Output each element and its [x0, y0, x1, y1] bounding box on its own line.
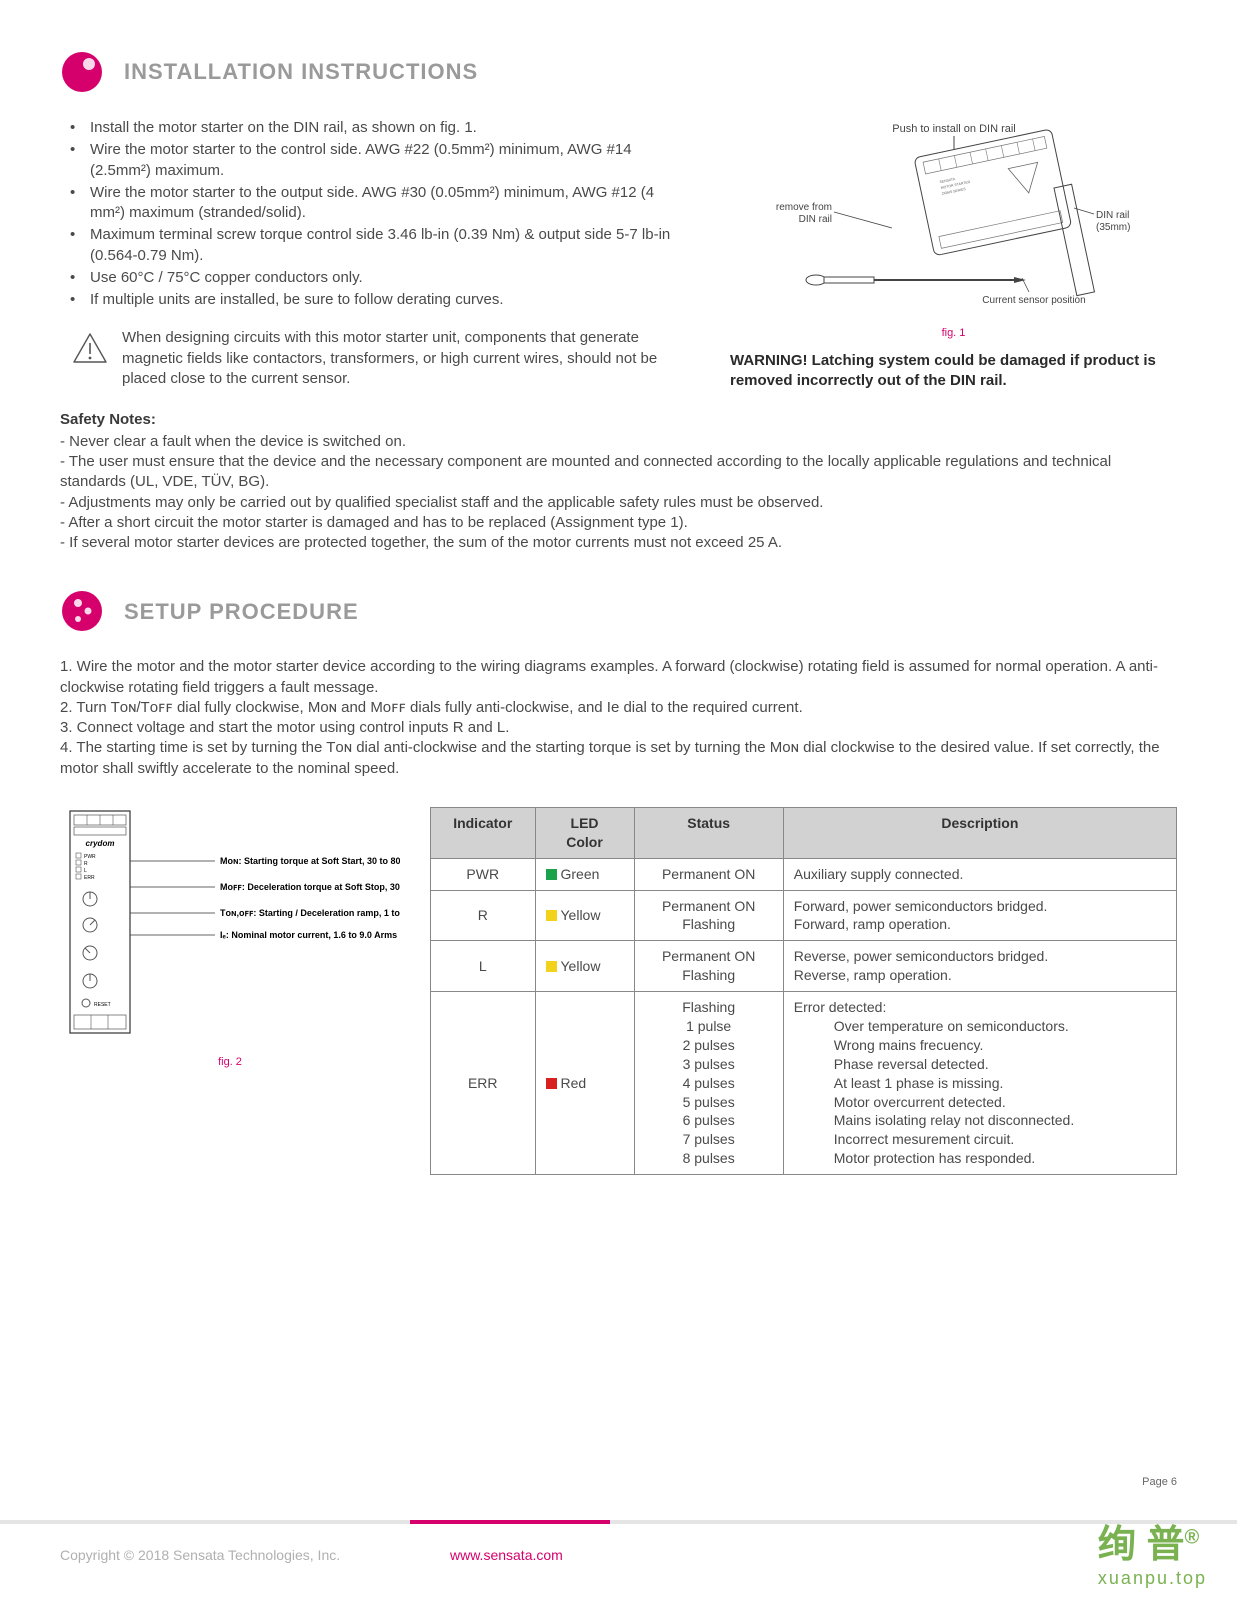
install-bullet-list: Install the motor starter on the DIN rai… [60, 118, 690, 310]
led-indicator-table: Indicator LEDColor Status Description PW… [430, 807, 1177, 1175]
install-bullet: Use 60°C / 75°C copper conductors only. [76, 268, 690, 288]
section-header-setup: SETUP PROCEDURE [60, 589, 1177, 633]
table-header: LEDColor [535, 807, 634, 858]
caution-icon [72, 332, 108, 364]
safety-note: - Adjustments may only be carried out by… [60, 493, 1177, 513]
svg-text:L: L [84, 868, 87, 874]
safety-note: - After a short circuit the motor starte… [60, 513, 1177, 533]
safety-note: - The user must ensure that the device a… [60, 452, 1177, 493]
safety-notes-title: Safety Notes: [60, 410, 1177, 430]
safety-notes-list: - Never clear a fault when the device is… [60, 432, 1177, 554]
bullet-icon [60, 50, 104, 94]
table-row: PWRGreenPermanent ONAuxiliary supply con… [431, 858, 1177, 890]
install-bullet: Wire the motor starter to the output sid… [76, 183, 690, 224]
copyright-text: Copyright © 2018 Sensata Technologies, I… [60, 1546, 450, 1565]
svg-text:DIN rail: DIN rail [1096, 210, 1129, 221]
table-row: LYellowPermanent ONFlashingReverse, powe… [431, 941, 1177, 992]
svg-text:R: R [84, 861, 88, 867]
safety-note: - If several motor starter devices are p… [60, 533, 1177, 553]
install-bullet: Maximum terminal screw torque control si… [76, 225, 690, 266]
safety-note: - Never clear a fault when the device is… [60, 432, 1177, 452]
table-row: RYellowPermanent ONFlashingForward, powe… [431, 890, 1177, 941]
setup-step: 1. Wire the motor and the motor starter … [60, 657, 1177, 698]
svg-text:Pull to remove from: Pull to remove from [774, 202, 832, 213]
fig2-caption: fig. 2 [60, 1055, 400, 1070]
fig2-diagram: crydom PWR R L ERR RESET [60, 807, 400, 1047]
section-title: INSTALLATION INSTRUCTIONS [124, 57, 478, 87]
section-title: SETUP PROCEDURE [124, 597, 359, 627]
svg-text:Tᴏɴ,ᴏꜰꜰ: Starting / Decelerati: Tᴏɴ,ᴏꜰꜰ: Starting / Deceleration ramp, 1… [220, 908, 400, 918]
caution-text: When designing circuits with this motor … [122, 328, 690, 389]
svg-text:Mᴏɴ: Starting torque at Soft S: Mᴏɴ: Starting torque at Soft Start, 30 t… [220, 856, 400, 866]
svg-text:Iₑ: Nominal motor current, 1.6: Iₑ: Nominal motor current, 1.6 to 9.0 Ar… [220, 930, 397, 940]
fig1-caption: fig. 1 [730, 326, 1177, 341]
watermark: 绚 普® xuanpu.top [1098, 1520, 1207, 1590]
svg-text:DIN rail: DIN rail [798, 214, 831, 225]
svg-text:Current sensor position: Current sensor position [982, 295, 1085, 306]
svg-text:RESET: RESET [94, 1002, 111, 1008]
page-number: Page 6 [1142, 1475, 1177, 1490]
footer-accent-bar [410, 1520, 610, 1524]
site-url: www.sensata.com [450, 1546, 563, 1565]
svg-text:Mᴏꜰꜰ: Deceleration torque at S: Mᴏꜰꜰ: Deceleration torque at Soft Stop, … [220, 882, 400, 892]
table-header: Description [783, 807, 1176, 858]
install-bullet: If multiple units are installed, be sure… [76, 290, 690, 310]
table-header: Indicator [431, 807, 536, 858]
bullet-icon [60, 589, 104, 633]
setup-step: 3. Connect voltage and start the motor u… [60, 718, 1177, 738]
table-row: ERRRedFlashing1 pulse2 pulses3 pulses4 p… [431, 992, 1177, 1175]
svg-text:crydom: crydom [86, 839, 115, 848]
svg-text:Push to install on DIN rail: Push to install on DIN rail [892, 123, 1016, 135]
svg-text:PWR: PWR [84, 854, 96, 860]
setup-step: 2. Turn Tᴏɴ/Tᴏꜰꜰ dial fully clockwise, M… [60, 698, 1177, 718]
install-bullet: Install the motor starter on the DIN rai… [76, 118, 690, 138]
fig1-diagram: Push to install on DIN rail SENSAT [774, 118, 1134, 318]
svg-text:(35mm): (35mm) [1096, 222, 1130, 233]
table-header: Status [634, 807, 783, 858]
page-footer: Copyright © 2018 Sensata Technologies, I… [0, 1520, 1237, 1600]
setup-step: 4. The starting time is set by turning t… [60, 738, 1177, 779]
setup-steps: 1. Wire the motor and the motor starter … [60, 657, 1177, 779]
warning-text: WARNING! Latching system could be damage… [730, 351, 1177, 392]
svg-text:ERR: ERR [84, 875, 95, 881]
section-header-installation: INSTALLATION INSTRUCTIONS [60, 50, 1177, 94]
install-bullet: Wire the motor starter to the control si… [76, 140, 690, 181]
